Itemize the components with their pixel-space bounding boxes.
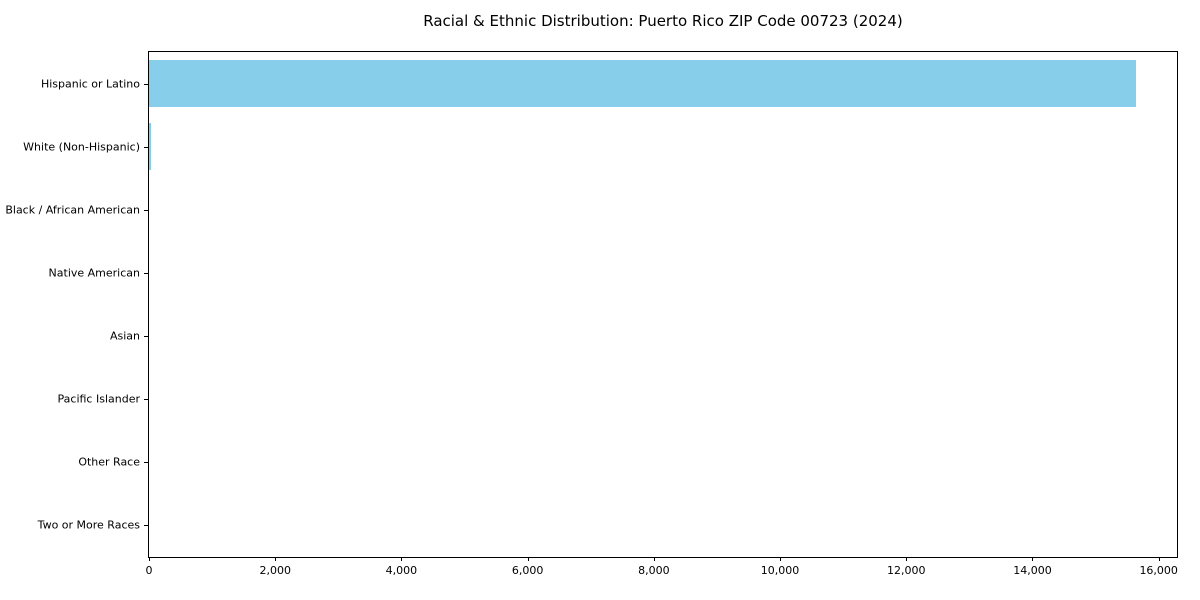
- y-tick-label-other-race: Other Race: [78, 455, 140, 469]
- x-tick-label-14000: 14,000: [1013, 564, 1052, 577]
- y-tick-label-two-or-more-races: Two or More Races: [37, 518, 140, 532]
- x-tick-label-16000: 16,000: [1139, 564, 1178, 577]
- bar-white-non-hispanic: [149, 123, 151, 171]
- chart-title: Racial & Ethnic Distribution: Puerto Ric…: [423, 12, 903, 30]
- x-tick-mark: [149, 557, 150, 561]
- x-tick-label-12000: 12,000: [887, 564, 926, 577]
- bar-hispanic-or-latino: [149, 60, 1136, 108]
- y-tick-label-asian: Asian: [109, 329, 140, 343]
- x-tick-mark: [1159, 557, 1160, 561]
- y-tick-label-hispanic-or-latino: Hispanic or Latino: [40, 77, 140, 91]
- y-tick-label-pacific-islander: Pacific Islander: [57, 392, 140, 406]
- x-tick-mark: [401, 557, 402, 561]
- x-tick-mark: [528, 557, 529, 561]
- x-tick-mark: [780, 557, 781, 561]
- x-tick-mark: [1032, 557, 1033, 561]
- y-tick-mark: [144, 147, 148, 148]
- y-tick-mark: [144, 336, 148, 337]
- plot-area: Hispanic or Latino White (Non-Hispanic) Bl…: [5, 51, 1178, 577]
- y-tick-mark: [144, 462, 148, 463]
- x-tick-label-10000: 10,000: [760, 564, 800, 577]
- x-tick-mark: [906, 557, 907, 561]
- x-tick-label-2000: 2,000: [259, 564, 291, 577]
- y-tick-mark: [144, 273, 148, 274]
- y-tick-mark: [144, 84, 148, 85]
- y-tick-label-native-american: Native American: [48, 266, 140, 280]
- y-tick-mark: [144, 399, 148, 400]
- y-tick-label-white-non-hispanic: White (Non-Hispanic): [23, 140, 140, 154]
- y-tick-mark: [144, 210, 148, 211]
- x-tick-label-6000: 6,000: [511, 564, 544, 577]
- x-tick-label-8000: 8,000: [638, 564, 670, 577]
- y-tick-label-black-african-american: Black / African American: [5, 203, 140, 217]
- y-tick-mark: [144, 525, 148, 526]
- x-tick-mark: [275, 557, 276, 561]
- x-tick-label-0: 0: [145, 564, 153, 577]
- x-tick-mark: [654, 557, 655, 561]
- x-tick-label-4000: 4,000: [385, 564, 418, 577]
